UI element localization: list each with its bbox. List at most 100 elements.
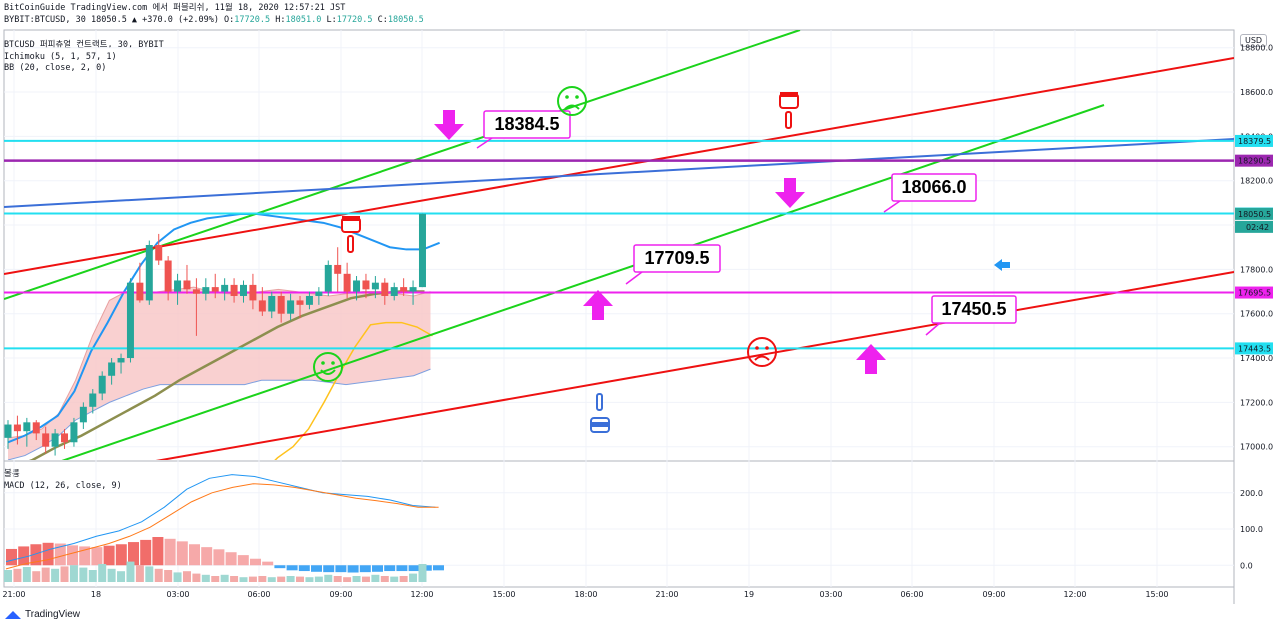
legend-ichimoku[interactable]: Ichimoku (5, 1, 57, 1) <box>4 52 117 63</box>
time-tick-label: 15:00 <box>492 590 515 599</box>
candle-body <box>174 280 182 292</box>
face-outline <box>557 86 587 116</box>
macd-histogram-bar <box>274 565 286 569</box>
hand-cuff <box>342 216 360 221</box>
volume-bar <box>192 573 201 582</box>
candle-body <box>268 295 276 312</box>
ichimoku-lagging-span <box>274 321 433 460</box>
macd-histogram-bar <box>91 547 103 566</box>
macd-histogram-bar <box>67 545 78 566</box>
tradingview-logo[interactable]: TradingView <box>4 609 80 620</box>
legend-symbol[interactable]: BTCUSD 퍼피츄얼 컨트랙트, 30, BYBIT <box>4 40 164 51</box>
volume-bar <box>13 568 22 582</box>
callout-box <box>633 244 721 273</box>
legend-volume-text: 볼륨 <box>4 469 20 479</box>
time-tick-label: 03:00 <box>819 590 842 599</box>
face-eye <box>331 361 335 365</box>
legend-volume[interactable]: 볼륨 <box>4 469 20 480</box>
volume-bar <box>51 568 60 582</box>
ohlc-open: 17720.5 <box>234 15 271 25</box>
time-tick-label: 15:00 <box>1145 590 1168 599</box>
time-tick-label: 09:00 <box>329 590 352 599</box>
happy-face-icon <box>313 352 343 382</box>
face-eye <box>321 361 325 365</box>
candle-body <box>202 287 210 294</box>
legend-macd[interactable]: MACD (12, 26, close, 9) <box>4 481 122 492</box>
volume-bar <box>324 574 333 582</box>
price-axis[interactable]: 18800.018600.018400.018200.018000.017800… <box>1240 44 1273 571</box>
volume-bar <box>343 577 352 582</box>
candle-body <box>183 280 191 290</box>
price-tag-label: 17443.5 <box>1238 344 1271 353</box>
volume-bar <box>126 561 135 582</box>
time-tick-label: 03:00 <box>166 590 189 599</box>
candle-body <box>371 282 379 290</box>
volume-bar <box>371 574 380 582</box>
volume-bar <box>296 576 305 582</box>
volume-bar <box>117 571 126 582</box>
hand-cuff <box>591 422 609 427</box>
volume-bar <box>230 576 239 582</box>
volume-bar <box>154 568 163 582</box>
face-eye <box>565 95 569 99</box>
price-tag <box>1235 134 1273 147</box>
candle-body <box>98 375 106 394</box>
volume-bar <box>258 576 267 582</box>
macd-pane <box>4 474 444 582</box>
volume-bar <box>220 574 229 582</box>
callout-pointer <box>625 271 643 285</box>
price-tick-label: 17600.0 <box>1240 310 1273 319</box>
candle-body <box>343 273 351 292</box>
candle-body <box>258 300 266 312</box>
volume-bar <box>60 566 69 582</box>
candle-body <box>221 284 229 292</box>
volume-bar <box>107 568 116 582</box>
ichimoku-cloud <box>8 287 431 460</box>
volume-bar <box>98 564 107 582</box>
price-tag-label: 17695.5 <box>1238 289 1271 298</box>
face-eye <box>755 346 759 350</box>
ohlc-low: 17720.5 <box>336 15 373 25</box>
candle-body <box>390 287 398 296</box>
candle-body <box>305 295 313 305</box>
currency-button[interactable]: USD <box>1240 34 1268 47</box>
pointing-up-hand-icon <box>590 393 610 433</box>
symbol-info: BYBIT:BTCUSD, 30 18050.5 ▲ +370.0 (+2.09… <box>4 15 424 26</box>
arrow-left-icon <box>994 259 1010 271</box>
macd-histogram-bar <box>225 552 237 566</box>
candle-body <box>192 289 200 294</box>
macd-tick-label: 0.0 <box>1240 561 1253 570</box>
bb-upper-band <box>7 212 440 444</box>
callout-value: 18066.0 <box>901 177 966 197</box>
macd-tick-label: 200.0 <box>1240 489 1263 498</box>
candle-body <box>13 424 21 432</box>
ohlc-high: 18051.0 <box>285 15 322 25</box>
price-tag-label: 18379.5 <box>1238 137 1271 146</box>
macd-histogram-bar <box>347 565 359 573</box>
macd-histogram-bar <box>140 539 152 566</box>
candle-body <box>126 282 134 359</box>
time-axis[interactable]: 21:00 18 03:00 06:00 09:00 12:00 15:00 18:00 21:… <box>2 590 1168 599</box>
macd-histogram-bar <box>176 541 188 566</box>
price-tick-label: 18800.0 <box>1240 44 1273 53</box>
green-trendline-upper <box>4 30 801 300</box>
volume-bar <box>277 576 286 582</box>
macd-histogram-bar <box>250 558 261 566</box>
candle-body <box>381 282 389 296</box>
candle-body <box>277 295 285 314</box>
legend-bb[interactable]: BB (20, close, 2, 0) <box>4 63 106 74</box>
volume-bar <box>79 567 88 582</box>
face-eye <box>765 346 769 350</box>
callout-pointer <box>925 322 941 336</box>
volume-bar <box>69 565 78 582</box>
volume-bar <box>4 570 12 582</box>
macd-histogram-bar <box>384 565 396 572</box>
macd-histogram-bar <box>213 549 225 566</box>
sad-face-icon <box>747 337 777 367</box>
macd-histogram-bar <box>30 544 42 566</box>
macd-histogram-bar <box>359 565 371 573</box>
macd-histogram-bar <box>323 565 335 573</box>
macd-histogram-bar <box>262 561 274 566</box>
red-trendline-lower <box>155 271 1234 460</box>
